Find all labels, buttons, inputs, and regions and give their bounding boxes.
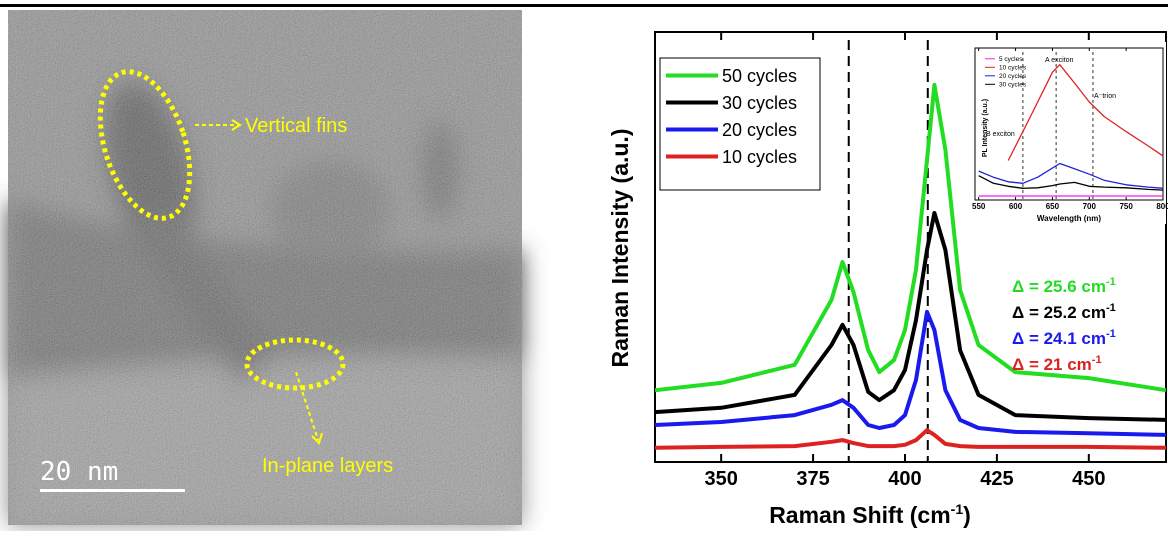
delta-annotation: Δ = 21 cm-1 [1012,354,1102,374]
delta-annotation-part: -1 [1092,354,1102,366]
delta-annotation-part: -1 [1106,302,1116,314]
x-axis-label-part: Raman Shift (cm [769,502,950,528]
figure: Vertical fins In-plane layers 20 nm 3503… [0,0,1168,531]
layers-label: In-plane layers [262,455,393,477]
delta-annotation-part: Δ = 24.1 cm [1012,329,1106,348]
peak-annotation: A exciton [1045,57,1074,64]
scale-bar-label: 20 nm [40,457,118,487]
x-axis-label-part: ) [963,502,971,528]
tem-image: Vertical fins In-plane layers 20 nm [8,10,522,525]
x-tick-label: 600 [1009,202,1023,211]
delta-annotation: Δ = 25.2 cm-1 [1012,302,1116,322]
legend-label: 5 cycles [999,56,1023,63]
x-tick-label: 375 [796,468,829,490]
x-tick-label: 400 [888,468,921,490]
x-tick-label: 350 [704,468,737,490]
legend-label: 10 cycles [999,65,1027,72]
delta-annotation-part: Δ = 25.2 cm [1012,303,1106,322]
legend-label: 10 cycles [722,147,797,167]
legend-label: 20 cycles [999,73,1027,80]
fins-label: Vertical fins [245,115,347,137]
delta-annotation-part: Δ = 21 cm [1012,355,1092,374]
x-tick-label: 650 [1046,202,1060,211]
peak-annotation: B exciton [986,131,1015,138]
x-tick-label: 550 [972,202,986,211]
y-axis-label: Raman Intensity (a.u.) [607,129,633,368]
delta-annotation-part: -1 [1106,276,1116,288]
tem-noise [8,10,522,525]
legend-label: 30 cycles [722,93,797,113]
x-tick-label: 450 [1072,468,1105,490]
top-rule [0,4,1168,7]
charts: 350 375 400 425 450 50 cycles 30 cycles 20 cycl… [607,32,1168,528]
x-tick-label: 800 [1156,202,1168,211]
x-tick-label: 425 [980,468,1013,490]
delta-annotation-part: Δ = 25.6 cm [1012,277,1106,296]
delta-annotation: Δ = 24.1 cm-1 [1012,328,1116,348]
x-axis-label: Wavelength (nm) [1037,214,1101,223]
legend-label: 20 cycles [722,120,797,140]
x-tick-label: 700 [1083,202,1097,211]
peak-annotation: A⁻trion [1094,93,1116,100]
delta-annotation-part: -1 [1106,328,1116,340]
y-axis-label: PL Intensity (a.u.) [982,99,989,157]
x-tick-label: 750 [1119,202,1133,211]
x-axis-label: Raman Shift (cm-1) [769,501,971,528]
legend-label: 50 cycles [722,66,797,86]
legend-label: 30 cycles [999,82,1027,89]
scale-bar [40,489,185,492]
x-axis-label-part: -1 [951,501,964,517]
delta-annotation: Δ = 25.6 cm-1 [1012,276,1116,296]
